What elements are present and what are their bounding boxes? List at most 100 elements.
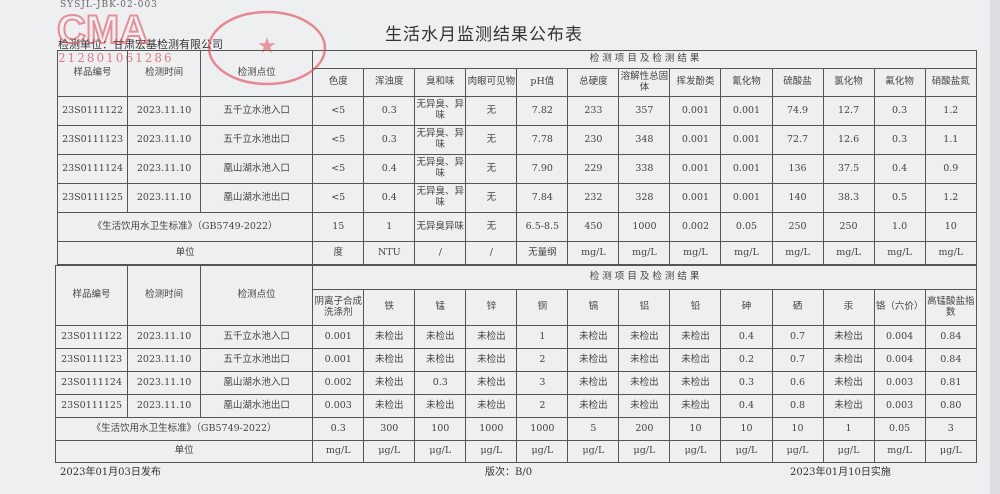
- standard-limit: 250: [771, 212, 824, 242]
- unit-row: 单位 mg/L μg/L μg/L μg/L μg/L μg/L μg/L μg/L μg/L μg…: [54, 440, 978, 463]
- result-value: 未检出: [414, 394, 467, 418]
- result-value: 未检出: [567, 394, 620, 418]
- unit: μg/L: [567, 440, 620, 463]
- result-value: <5: [312, 125, 365, 155]
- result-value: 0.001: [720, 125, 773, 155]
- result-value: 229: [567, 154, 620, 184]
- standard-limit: 1: [363, 212, 416, 242]
- result-value: 未检出: [669, 371, 722, 395]
- result-value: 未检出: [363, 325, 416, 349]
- results-table-1: 样品编号 检测时间 检测点位检 测 项 目 及 检 测 结 果色度 浑浊度 臭和味 肉眼可…: [56, 50, 978, 265]
- header-test-date: 检测时间: [127, 50, 202, 97]
- standard-limit: 0.3: [312, 417, 365, 441]
- result-value: 未检出: [363, 394, 416, 418]
- header-row: 样品编号 检测时间 检测点位检 测 项 目 及 检 测 结 果: [56, 50, 977, 97]
- result-value: 0.4: [363, 183, 416, 213]
- test-date: 2023.11.10: [127, 183, 202, 213]
- result-value: 230: [567, 125, 620, 155]
- unit: μg/L: [924, 440, 978, 463]
- result-value: <5: [312, 183, 365, 213]
- column-header-row: 色度 浑浊度 臭和味 肉眼可见物 pH值 总硬度 溶解性总固体 挥发酚类 氰化物 硫酸盐 氯化物 氟化…: [58, 68, 978, 97]
- unit: mg/L: [822, 241, 875, 265]
- unit: mg/L: [720, 241, 773, 265]
- unit-label: 单位: [56, 241, 314, 265]
- standard-limit: 1000: [618, 212, 671, 242]
- result-value: 0.9: [924, 154, 978, 184]
- column-header: 锰: [414, 289, 467, 326]
- result-value: 0.001: [312, 325, 365, 349]
- result-value: 0.3: [414, 371, 467, 395]
- test-site: 五千立水池入口: [200, 325, 314, 349]
- sample-id: 23S0111124: [56, 154, 129, 184]
- column-header: 硒: [771, 289, 824, 326]
- column-header: 汞: [822, 289, 875, 326]
- result-value: 0.004: [873, 348, 926, 372]
- result-value: 0.003: [873, 371, 926, 395]
- results-table-2: 样品编号 检测时间 检测点位检 测 项 目 及 检 测 结 果阴离子合成洗涤剂铁锰锌…: [54, 265, 978, 463]
- standard-limit: 450: [567, 212, 620, 242]
- column-header: 铝: [618, 289, 671, 326]
- standard-limit: 15: [312, 212, 365, 242]
- result-value: 0.4: [720, 325, 773, 349]
- standard-limit: 250: [822, 212, 875, 242]
- result-value: 0.80: [924, 394, 978, 418]
- sample-id: 23S0111123: [56, 125, 129, 155]
- header-test-date: 检测时间: [127, 265, 202, 326]
- standard-limit: 5: [567, 417, 620, 441]
- result-value: 0.002: [312, 371, 365, 395]
- header-test-site: 检测点位: [200, 50, 314, 97]
- column-header-row: 阴离子合成洗涤剂铁锰锌铜镉铝铅砷硒汞铬（六价） 高锰酸盐指数: [56, 289, 978, 326]
- result-value: 无异臭、异味: [414, 125, 467, 155]
- unit: mg/L: [618, 241, 671, 265]
- result-value: 未检出: [822, 371, 875, 395]
- document-code: SYSJL-JBK-02-003: [60, 0, 158, 10]
- result-value: 0.6: [771, 371, 824, 395]
- issue-date: 2023年01月03日发布: [60, 467, 161, 478]
- result-value: 0.4: [720, 394, 773, 418]
- result-value: 37.5: [822, 154, 875, 184]
- sample-id: 23S0111124: [54, 371, 129, 395]
- unit: μg/L: [618, 440, 671, 463]
- standard-limit: 6.5-8.5: [516, 212, 569, 242]
- result-value: <5: [312, 96, 365, 126]
- result-value: 0.001: [312, 348, 365, 372]
- version: 版次：B/0: [485, 467, 533, 478]
- table-row: 23S0111122 2023.11.10 五千立水池入口 0.001 未检出 未检出 未检…: [54, 325, 978, 349]
- result-value: 未检出: [669, 325, 722, 349]
- standard-label: 《生活饮用水卫生标准》（GB5749-2022）: [56, 212, 314, 242]
- standard-limit: 无异臭异味: [414, 212, 467, 242]
- section-title: 检 测 项 目 及 检 测 结 果: [312, 265, 977, 290]
- result-value: 0.84: [924, 325, 978, 349]
- result-value: 未检出: [618, 348, 671, 372]
- result-value: 0.001: [720, 96, 773, 126]
- column-header: 氟化物: [873, 68, 926, 97]
- result-value: 38.3: [822, 183, 875, 213]
- result-value: 0.4: [873, 154, 926, 184]
- result-value: 未检出: [567, 348, 620, 372]
- standard-limit: 0.05: [873, 417, 926, 441]
- unit: /: [414, 241, 467, 265]
- result-value: 0.001: [669, 96, 722, 126]
- unit: μg/L: [465, 440, 518, 463]
- column-header: 砷: [720, 289, 773, 326]
- table-row: 23S0111124 2023.11.10 凰山湖水池入口 0.002 未检出 0.3 未检…: [54, 371, 978, 395]
- result-value: <5: [312, 154, 365, 184]
- test-date: 2023.11.10: [127, 348, 202, 372]
- column-header: 阴离子合成洗涤剂: [312, 289, 365, 326]
- result-value: 7.90: [516, 154, 569, 184]
- result-value: 338: [618, 154, 671, 184]
- result-value: 3: [516, 371, 569, 395]
- test-date: 2023.11.10: [127, 371, 202, 395]
- unit: mg/L: [924, 241, 978, 265]
- result-value: 0.84: [924, 348, 978, 372]
- table-row: 23S0111125 2023.11.10 凰山湖水池出口 0.003 未检出 未检出 未检…: [54, 394, 978, 418]
- result-value: 未检出: [669, 394, 722, 418]
- unit: μg/L: [822, 440, 875, 463]
- result-value: 未检出: [363, 371, 416, 395]
- standard-limit: 1000: [516, 417, 569, 441]
- standard-limit: 300: [363, 417, 416, 441]
- result-value: 无: [465, 154, 518, 184]
- result-value: 0.3: [363, 96, 416, 126]
- unit: mg/L: [873, 241, 926, 265]
- unit: μg/L: [720, 440, 773, 463]
